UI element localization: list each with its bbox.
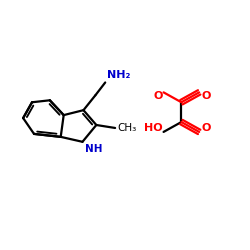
Text: HO: HO <box>144 123 163 133</box>
Text: O: O <box>153 92 162 102</box>
Text: NH₂: NH₂ <box>107 70 130 81</box>
Text: CH₃: CH₃ <box>117 123 136 133</box>
Text: NH: NH <box>86 144 103 154</box>
Text: O: O <box>201 92 210 102</box>
Text: O: O <box>201 123 210 133</box>
